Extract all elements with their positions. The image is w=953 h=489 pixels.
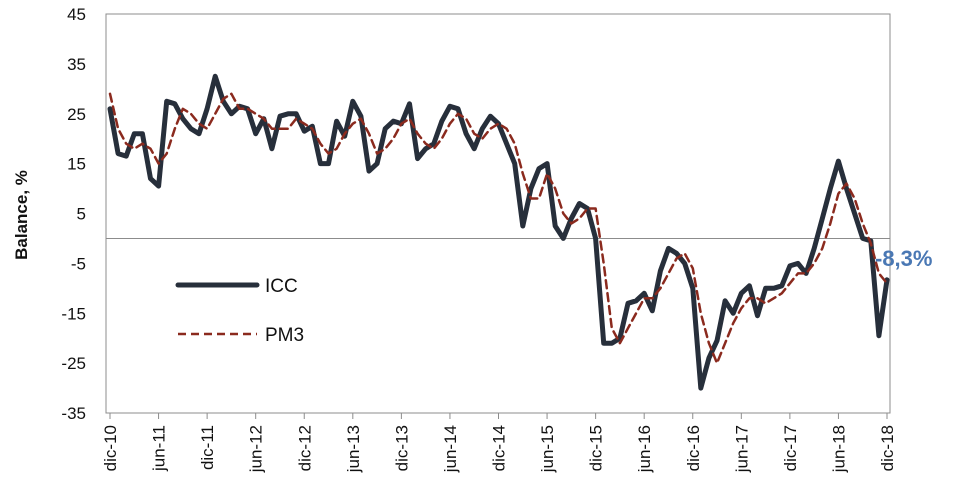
y-tick-label: 35 xyxy=(67,55,86,74)
legend-label-icc: ICC xyxy=(265,276,298,297)
x-tick-label: jun-12 xyxy=(247,425,266,473)
y-tick-label: -15 xyxy=(61,304,86,323)
y-tick-label: 25 xyxy=(67,105,86,124)
x-tick-label: dic-18 xyxy=(878,425,897,471)
x-tick-label: dic-13 xyxy=(392,425,411,471)
y-tick-label: -35 xyxy=(61,404,86,423)
plot-area-frame xyxy=(105,13,891,414)
y-axis-title: Balance, % xyxy=(12,170,31,260)
y-tick-label: 45 xyxy=(67,5,86,24)
x-tick-label: dic-14 xyxy=(490,425,509,471)
y-tick-label: 15 xyxy=(67,155,86,174)
series-line-pm3 xyxy=(108,92,889,365)
x-tick-label: jun-18 xyxy=(829,425,848,473)
x-tick-label: dic-17 xyxy=(781,425,800,471)
y-tick-label: -5 xyxy=(71,254,86,273)
x-tick-label: jun-14 xyxy=(441,425,460,473)
x-tick-label: jun-16 xyxy=(635,425,654,473)
x-tick-label: jun-13 xyxy=(344,425,363,473)
x-tick-label: dic-10 xyxy=(101,425,120,471)
x-tick-label: jun-17 xyxy=(732,425,751,473)
x-tick-label: dic-16 xyxy=(684,425,703,471)
series-line-icc xyxy=(107,73,890,391)
legend-label-pm3: PM3 xyxy=(265,325,304,346)
x-tick-label: dic-11 xyxy=(198,425,217,470)
x-tick-label: jun-11 xyxy=(150,425,169,472)
y-tick-label: 5 xyxy=(77,205,86,224)
end-value-annotation: -8,3% xyxy=(875,246,932,271)
x-tick-label: jun-15 xyxy=(538,425,557,473)
y-tick-label: -25 xyxy=(61,354,86,373)
x-tick-label: dic-15 xyxy=(587,425,606,471)
x-tick-label: dic-12 xyxy=(295,425,314,471)
